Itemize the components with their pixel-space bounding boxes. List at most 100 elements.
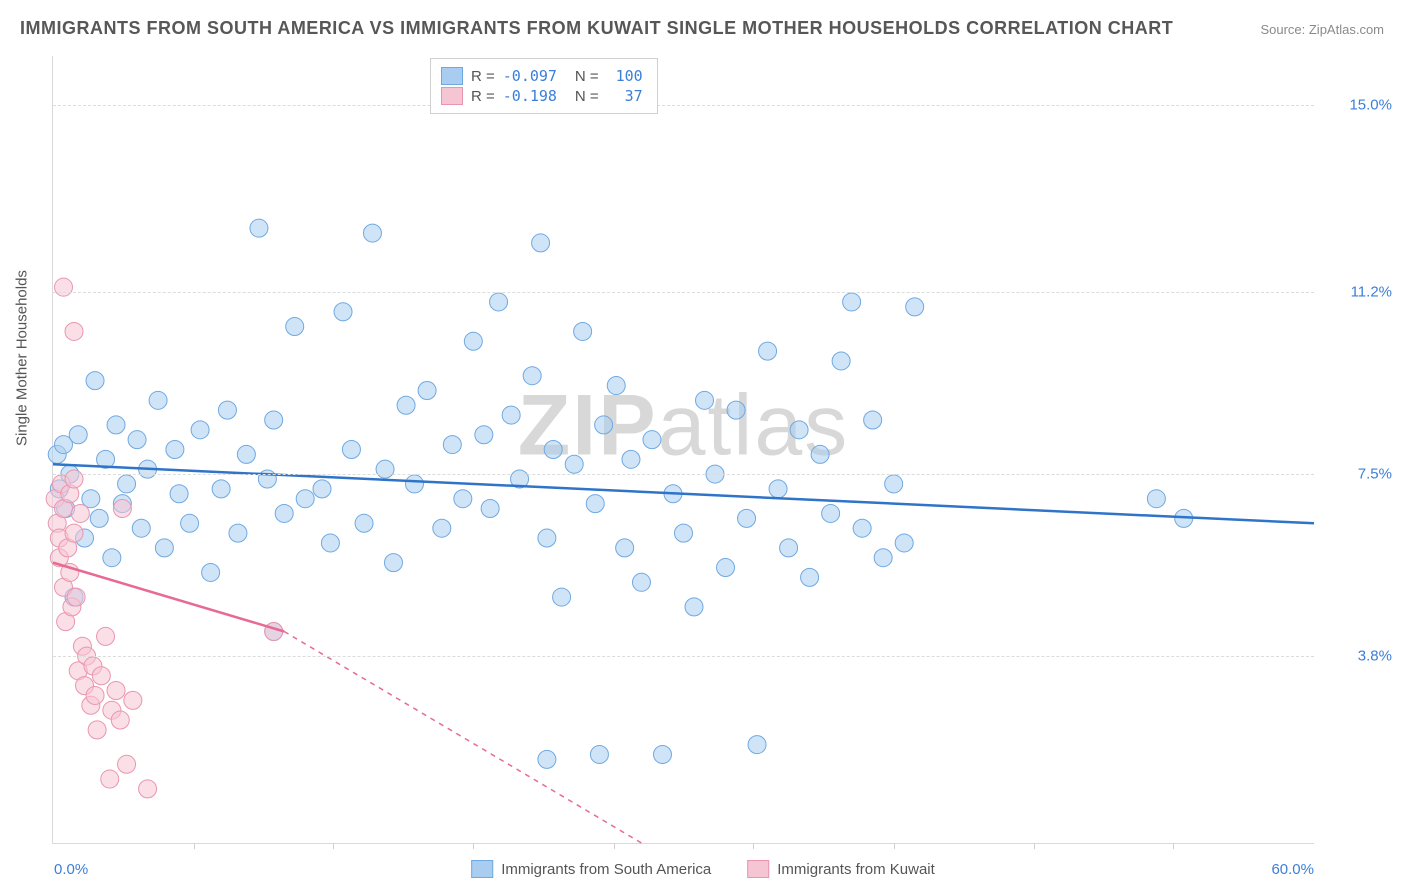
data-point <box>313 480 331 498</box>
data-point <box>607 377 625 395</box>
gridline <box>53 656 1314 657</box>
plot-area: ZIPatlas 3.8%7.5%11.2%15.0% <box>52 56 1314 844</box>
data-point <box>405 475 423 493</box>
data-point <box>166 441 184 459</box>
correlation-legend: R = -0.097 N = 100 R = -0.198 N = 37 <box>430 58 658 114</box>
data-point <box>532 234 550 252</box>
data-point <box>748 736 766 754</box>
data-point <box>118 475 136 493</box>
data-point <box>218 401 236 419</box>
legend-row: R = -0.097 N = 100 <box>441 67 643 85</box>
data-point <box>622 450 640 468</box>
data-point <box>342 441 360 459</box>
data-point <box>464 332 482 350</box>
y-axis-title: Single Mother Households <box>14 270 31 446</box>
data-point <box>643 431 661 449</box>
data-point <box>717 559 735 577</box>
x-tick <box>614 843 615 849</box>
data-point <box>538 750 556 768</box>
data-point <box>790 421 808 439</box>
data-point <box>92 667 110 685</box>
x-min-label: 0.0% <box>54 861 88 878</box>
data-point <box>653 745 671 763</box>
data-point <box>727 401 745 419</box>
y-tick-label: 7.5% <box>1328 466 1392 483</box>
data-point <box>181 514 199 532</box>
data-point <box>590 745 608 763</box>
data-point <box>275 504 293 522</box>
data-point <box>86 686 104 704</box>
x-tick <box>194 843 195 849</box>
data-point <box>170 485 188 503</box>
x-tick <box>473 843 474 849</box>
data-point <box>523 367 541 385</box>
data-point <box>65 470 83 488</box>
data-point <box>67 588 85 606</box>
series-legend: Immigrants from South America Immigrants… <box>471 860 935 878</box>
x-max-label: 60.0% <box>1271 861 1314 878</box>
data-point <box>128 431 146 449</box>
data-point <box>586 495 604 513</box>
data-point <box>124 691 142 709</box>
data-point <box>71 504 89 522</box>
data-point <box>822 504 840 522</box>
data-point <box>296 490 314 508</box>
data-point <box>780 539 798 557</box>
data-point <box>321 534 339 552</box>
data-point <box>418 381 436 399</box>
legend-n-value: 100 <box>607 67 643 85</box>
data-point <box>118 755 136 773</box>
data-point <box>874 549 892 567</box>
data-point <box>250 219 268 237</box>
data-point <box>384 554 402 572</box>
data-point <box>258 470 276 488</box>
data-point <box>90 509 108 527</box>
data-point <box>139 780 157 798</box>
y-tick-label: 3.8% <box>1328 648 1392 665</box>
data-point <box>538 529 556 547</box>
legend-swatch <box>471 860 493 878</box>
data-point <box>111 711 129 729</box>
series-legend-item: Immigrants from Kuwait <box>747 860 935 878</box>
trend-line <box>53 563 284 632</box>
legend-swatch <box>441 67 463 85</box>
data-point <box>149 391 167 409</box>
x-tick <box>1034 843 1035 849</box>
data-point <box>65 524 83 542</box>
data-point <box>355 514 373 532</box>
data-point <box>595 416 613 434</box>
y-tick-label: 15.0% <box>1328 97 1392 114</box>
data-point <box>885 475 903 493</box>
data-point <box>895 534 913 552</box>
data-point <box>490 293 508 311</box>
y-tick-label: 11.2% <box>1328 284 1392 301</box>
data-point <box>103 549 121 567</box>
legend-n-label: N = <box>571 88 599 105</box>
data-point <box>86 372 104 390</box>
data-point <box>616 539 634 557</box>
data-point <box>191 421 209 439</box>
data-point <box>132 519 150 537</box>
legend-r-value: -0.198 <box>503 87 563 105</box>
legend-swatch <box>441 87 463 105</box>
data-point <box>544 441 562 459</box>
data-point <box>759 342 777 360</box>
data-point <box>769 480 787 498</box>
data-point <box>675 524 693 542</box>
data-point <box>632 573 650 591</box>
data-point <box>906 298 924 316</box>
data-point <box>202 563 220 581</box>
data-point <box>502 406 520 424</box>
data-point <box>853 519 871 537</box>
data-point <box>113 500 131 518</box>
data-point <box>454 490 472 508</box>
data-point <box>397 396 415 414</box>
data-point <box>696 391 714 409</box>
data-point <box>801 568 819 586</box>
data-point <box>334 303 352 321</box>
legend-swatch <box>747 860 769 878</box>
data-point <box>107 416 125 434</box>
data-point <box>685 598 703 616</box>
data-point <box>553 588 571 606</box>
legend-n-label: N = <box>571 68 599 85</box>
